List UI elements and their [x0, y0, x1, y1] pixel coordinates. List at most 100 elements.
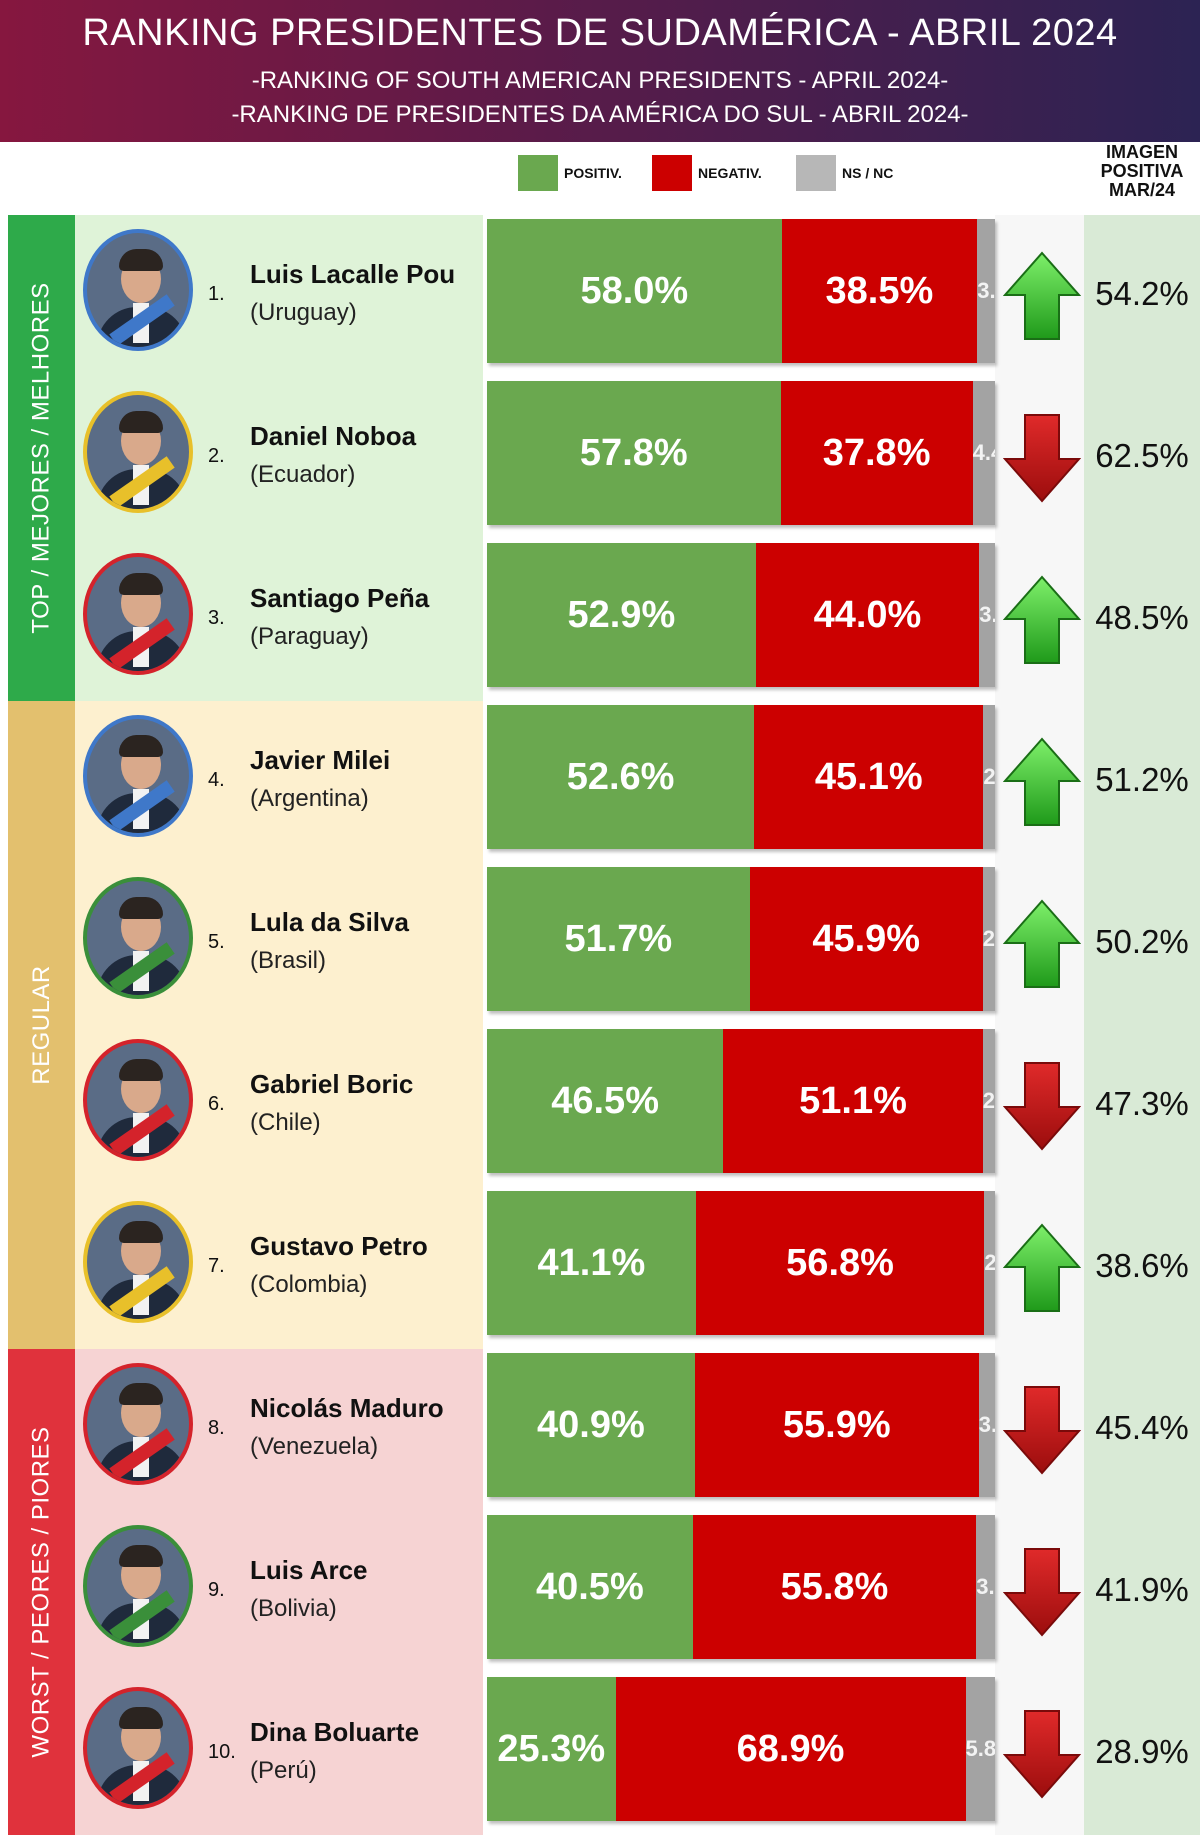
group-bar-worst	[8, 1349, 75, 1835]
president-country: (Uruguay)	[250, 299, 357, 326]
bar-segment-ns: 5.8%	[965, 1677, 995, 1821]
group-bar-regular	[8, 701, 75, 1349]
approval-bar: 40.5% 55.8% 3.7%	[487, 1515, 995, 1659]
rank-number: 4.	[208, 769, 225, 791]
data-label-positive: 41.1%	[537, 1241, 646, 1284]
group-label-text: TOP / MEJORES / MELHORES	[27, 282, 55, 634]
president-country: (Paraguay)	[250, 623, 369, 650]
bar-segment-ns: 2.3%	[983, 705, 995, 849]
bar-segment-ns: 3.7%	[976, 1515, 995, 1659]
bar-segment-positive: 25.3%	[487, 1677, 616, 1821]
data-label-positive: 57.8%	[579, 431, 688, 474]
legend-swatch-ns	[796, 155, 836, 191]
president-country: (Perú)	[250, 1757, 317, 1784]
group-bar-top	[8, 215, 75, 701]
data-label-negative: 45.9%	[812, 917, 921, 960]
president-country: (Colombia)	[250, 1271, 368, 1298]
president-name: Dina Boluarte	[250, 1717, 420, 1747]
previous-positive-image: 41.9%	[1095, 1571, 1189, 1608]
approval-bar: 57.8% 37.8% 4.4%	[487, 381, 995, 525]
president-country: (Ecuador)	[250, 461, 356, 488]
previous-positive-image: 47.3%	[1095, 1085, 1189, 1122]
bar-segment-negative: 68.9%	[615, 1677, 966, 1821]
legend-swatch-positive	[518, 155, 558, 191]
header: RANKING PRESIDENTES DE SUDAMÉRICA - ABRI…	[0, 0, 1200, 142]
approval-bar: 40.9% 55.9% 3.2%	[487, 1353, 995, 1497]
president-country: (Brasil)	[250, 947, 326, 974]
subtitle-english: -RANKING OF SOUTH AMERICAN PRESIDENTS - …	[251, 67, 949, 94]
president-name: Gabriel Boric	[250, 1069, 414, 1099]
president-name: Santiago Peña	[250, 583, 430, 613]
arrow-down-icon	[1003, 1062, 1081, 1151]
bar-segment-positive: 46.5%	[487, 1029, 724, 1173]
arrow-up-icon	[1003, 1223, 1081, 1312]
group-label-top: TOP / MEJORES / MELHORES	[8, 215, 75, 701]
arrow-down-icon	[1003, 1386, 1081, 1475]
bar-segment-positive: 51.7%	[487, 867, 750, 1011]
data-label-negative: 45.1%	[814, 755, 923, 798]
previous-positive-image: 62.5%	[1095, 437, 1189, 474]
legend-swatch-negative	[652, 155, 692, 191]
president-photo	[83, 229, 193, 351]
president-country: (Venezuela)	[250, 1433, 379, 1460]
rank-number: 8.	[208, 1417, 225, 1439]
president-photo	[83, 1039, 193, 1161]
subtitle-portuguese: -RANKING DE PRESIDENTES DA AMÉRICA DO SU…	[231, 101, 969, 128]
bar-segment-ns: 4.4%	[972, 381, 995, 525]
data-label-ns: 2.4%	[982, 926, 995, 951]
previous-positive-image: 54.2%	[1095, 275, 1189, 312]
rank-number: 9.	[208, 1579, 225, 1601]
arrow-up-icon	[1003, 251, 1081, 340]
rank-number: 6.	[208, 1093, 225, 1115]
data-label-positive: 40.9%	[537, 1403, 645, 1446]
data-label-negative: 55.8%	[780, 1565, 889, 1608]
arrow-up-icon	[1003, 737, 1081, 826]
president-photo	[83, 715, 193, 837]
legend: POSITIV. NEGATIV. NS / NC	[0, 154, 1080, 194]
rank-number: 3.	[208, 607, 225, 629]
bar-segment-negative: 55.9%	[694, 1353, 979, 1497]
data-label-positive: 51.7%	[564, 917, 673, 960]
rank-number: 2.	[208, 445, 225, 467]
data-label-ns: 3.1%	[979, 602, 995, 627]
data-label-positive: 46.5%	[551, 1079, 659, 1122]
group-label-text: WORST / PEORES / PIORES	[27, 1426, 55, 1758]
arrow-up-icon	[1003, 575, 1081, 664]
president-name: Daniel Noboa	[250, 421, 417, 451]
bar-segment-ns: 3.5%	[977, 219, 995, 363]
data-label-positive: 40.5%	[535, 1565, 644, 1608]
arrow-down-icon	[1003, 1710, 1081, 1799]
president-country: (Bolivia)	[250, 1595, 337, 1622]
legend-label-positive: POSITIV.	[564, 165, 622, 181]
bar-segment-positive: 57.8%	[487, 381, 781, 525]
president-photo	[83, 1525, 193, 1647]
data-label-negative: 38.5%	[825, 269, 934, 312]
bar-segment-negative: 45.1%	[754, 705, 984, 849]
approval-bar: 41.1% 56.8% 2.1%	[487, 1191, 995, 1335]
approval-bar: 52.6% 45.1% 2.3%	[487, 705, 995, 849]
group-label-text: REGULAR	[27, 965, 55, 1085]
bar-segment-positive: 40.9%	[487, 1353, 695, 1497]
approval-bar: 51.7% 45.9% 2.4%	[487, 867, 995, 1011]
bar-segment-positive: 40.5%	[487, 1515, 693, 1659]
bar-segment-positive: 41.1%	[487, 1191, 696, 1335]
data-label-ns: 2.3%	[983, 764, 995, 789]
bar-segment-negative: 38.5%	[781, 219, 978, 363]
legend-item-negative: NEGATIV.	[652, 154, 762, 192]
bar-segment-ns: 2.1%	[984, 1191, 995, 1335]
data-label-negative: 55.9%	[782, 1403, 891, 1446]
president-photo	[83, 553, 193, 675]
bar-segment-negative: 37.8%	[780, 381, 973, 525]
bar-segment-ns: 2.4%	[982, 867, 995, 1011]
president-name: Luis Arce	[250, 1555, 368, 1585]
data-label-positive: 52.9%	[567, 593, 676, 636]
previous-positive-image: 50.2%	[1095, 923, 1189, 960]
data-label-negative: 51.1%	[799, 1079, 907, 1122]
president-photo	[83, 877, 193, 999]
president-country: (Chile)	[250, 1109, 321, 1136]
president-photo	[83, 391, 193, 513]
data-label-ns: 3.5%	[977, 278, 995, 303]
legend-label-negative: NEGATIV.	[698, 165, 762, 181]
rank-number: 1.	[208, 283, 225, 305]
data-label-ns: 3.2%	[978, 1412, 995, 1437]
